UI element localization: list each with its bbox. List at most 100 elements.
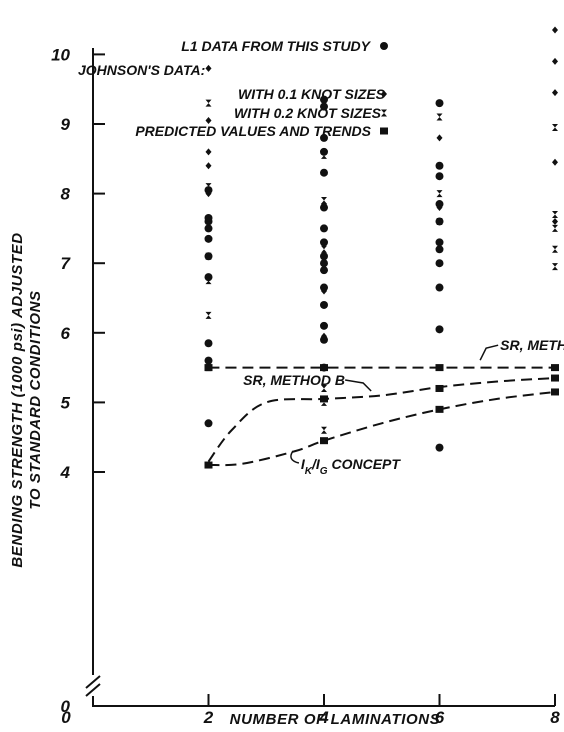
data-point-circle (320, 95, 328, 104)
y-axis-label-group: BENDING STRENGTH (1000 psi) ADJUSTED TO … (9, 232, 44, 567)
data-point-diamond (436, 204, 443, 212)
legend-item-label: PREDICTED VALUES AND TRENDS (135, 123, 371, 139)
chart-axes (85, 48, 555, 707)
data-point-diamond (436, 134, 443, 142)
legend-item-label: L1 DATA FROM THIS STUDY (181, 38, 371, 54)
data-point-circle (435, 443, 444, 452)
data-point-circle (320, 224, 328, 233)
data-point-square (435, 405, 444, 413)
data-point-diamond (205, 117, 212, 125)
data-point-bowtie (205, 311, 212, 319)
data-point-circle (204, 224, 213, 233)
data-points (204, 26, 559, 469)
x-axis-label: NUMBER OF LAMINATIONS (230, 711, 441, 728)
data-point-circle (320, 300, 328, 309)
data-point-circle (435, 161, 444, 170)
y-tick-label: 0 (61, 697, 71, 716)
data-point-circle (204, 234, 213, 243)
data-point-diamond (552, 217, 558, 225)
data-point-bowtie (321, 151, 327, 159)
data-point-circle (320, 102, 328, 111)
trend-label-leader (479, 344, 499, 361)
data-point-bowtie (552, 123, 558, 131)
data-point-bowtie (321, 384, 327, 392)
legend-marker-diamond (381, 90, 387, 98)
tick-marks (93, 53, 556, 706)
trend-label: SR, METHOD A (500, 337, 564, 353)
trend-annotations: SR, METHOD A SR, METHOD B IK/IG CONCEPT (243, 337, 564, 477)
data-point-diamond (321, 238, 327, 246)
trend-line (207, 377, 556, 463)
chart-legend: L1 DATA FROM THIS STUDY JOHNSON'S DATA: WI… (78, 38, 388, 139)
data-point-bowtie (552, 210, 558, 218)
data-point-bowtie (436, 242, 443, 250)
data-point-bowtie (321, 245, 327, 253)
trend-lines (207, 366, 556, 467)
data-point-circle (204, 419, 213, 428)
data-point-circle (435, 172, 444, 181)
data-point-circle (320, 133, 328, 142)
data-point-diamond (321, 287, 327, 295)
y-tick-label: 7 (61, 254, 72, 273)
data-point-square (204, 364, 213, 372)
data-point-circle (435, 259, 444, 268)
legend-marker-circle (380, 42, 388, 50)
data-point-bowtie (205, 252, 212, 260)
trend-label-leader (345, 379, 372, 392)
data-point-bowtie (205, 183, 212, 191)
legend-marker-square (380, 127, 388, 135)
data-point-square (320, 364, 328, 372)
data-point-diamond (205, 64, 212, 72)
data-point-circle (204, 213, 213, 222)
tick-labels: 045678910111202468 (51, 45, 560, 727)
data-point-diamond (205, 162, 212, 170)
legend-item-label: WITH 0.1 KNOT SIZES (238, 86, 386, 102)
data-point-bowtie (205, 277, 212, 285)
data-point-bowtie (321, 426, 327, 434)
data-point-diamond (321, 332, 327, 340)
data-point-circle (320, 321, 328, 330)
x-tick-label: 6 (435, 708, 445, 727)
data-point-circle (320, 266, 328, 275)
y-tick-label: 9 (61, 115, 71, 134)
data-point-bowtie (436, 217, 443, 225)
data-point-bowtie (552, 245, 558, 253)
data-point-square (320, 437, 328, 445)
data-point-square (320, 395, 328, 403)
data-point-square (551, 388, 559, 396)
data-point-bowtie (436, 190, 443, 198)
data-point-bowtie (205, 99, 212, 107)
x-tick-label: 0 (61, 708, 71, 727)
legend-marker-bowtie (381, 109, 387, 117)
trend-label: IK/IG CONCEPT (301, 456, 401, 477)
data-point-circle (320, 252, 328, 261)
data-point-bowtie (436, 113, 443, 121)
data-point-square (204, 461, 213, 469)
data-point-circle (204, 356, 213, 365)
data-point-diamond (552, 89, 558, 97)
y-axis-label-line1: BENDING STRENGTH (1000 psi) ADJUSTED (9, 232, 26, 567)
data-point-circle (435, 99, 444, 108)
x-tick-label: 8 (550, 708, 560, 727)
data-point-circle (435, 283, 444, 292)
data-point-bowtie (552, 263, 558, 271)
y-tick-label: 5 (61, 393, 71, 412)
x-tick-label: 2 (203, 708, 214, 727)
trend-line (208, 390, 556, 467)
data-point-bowtie (552, 224, 558, 232)
data-point-bowtie (321, 197, 327, 205)
legend-item-label: JOHNSON'S DATA: (78, 62, 205, 78)
y-tick-label: 6 (61, 324, 71, 343)
data-point-square (435, 384, 444, 392)
data-point-diamond (205, 190, 212, 198)
trend-label: SR, METHOD B (243, 372, 345, 388)
y-tick-label: 8 (61, 185, 71, 204)
data-point-diamond (552, 26, 558, 34)
y-tick-label: 10 (51, 45, 70, 64)
y-axis-label-line2: TO STANDARD CONDITIONS (27, 290, 44, 509)
data-point-square (435, 364, 444, 372)
legend-item-label: WITH 0.2 KNOT SIZES (234, 105, 382, 121)
data-point-square (551, 364, 559, 372)
y-axis-line (85, 48, 555, 707)
